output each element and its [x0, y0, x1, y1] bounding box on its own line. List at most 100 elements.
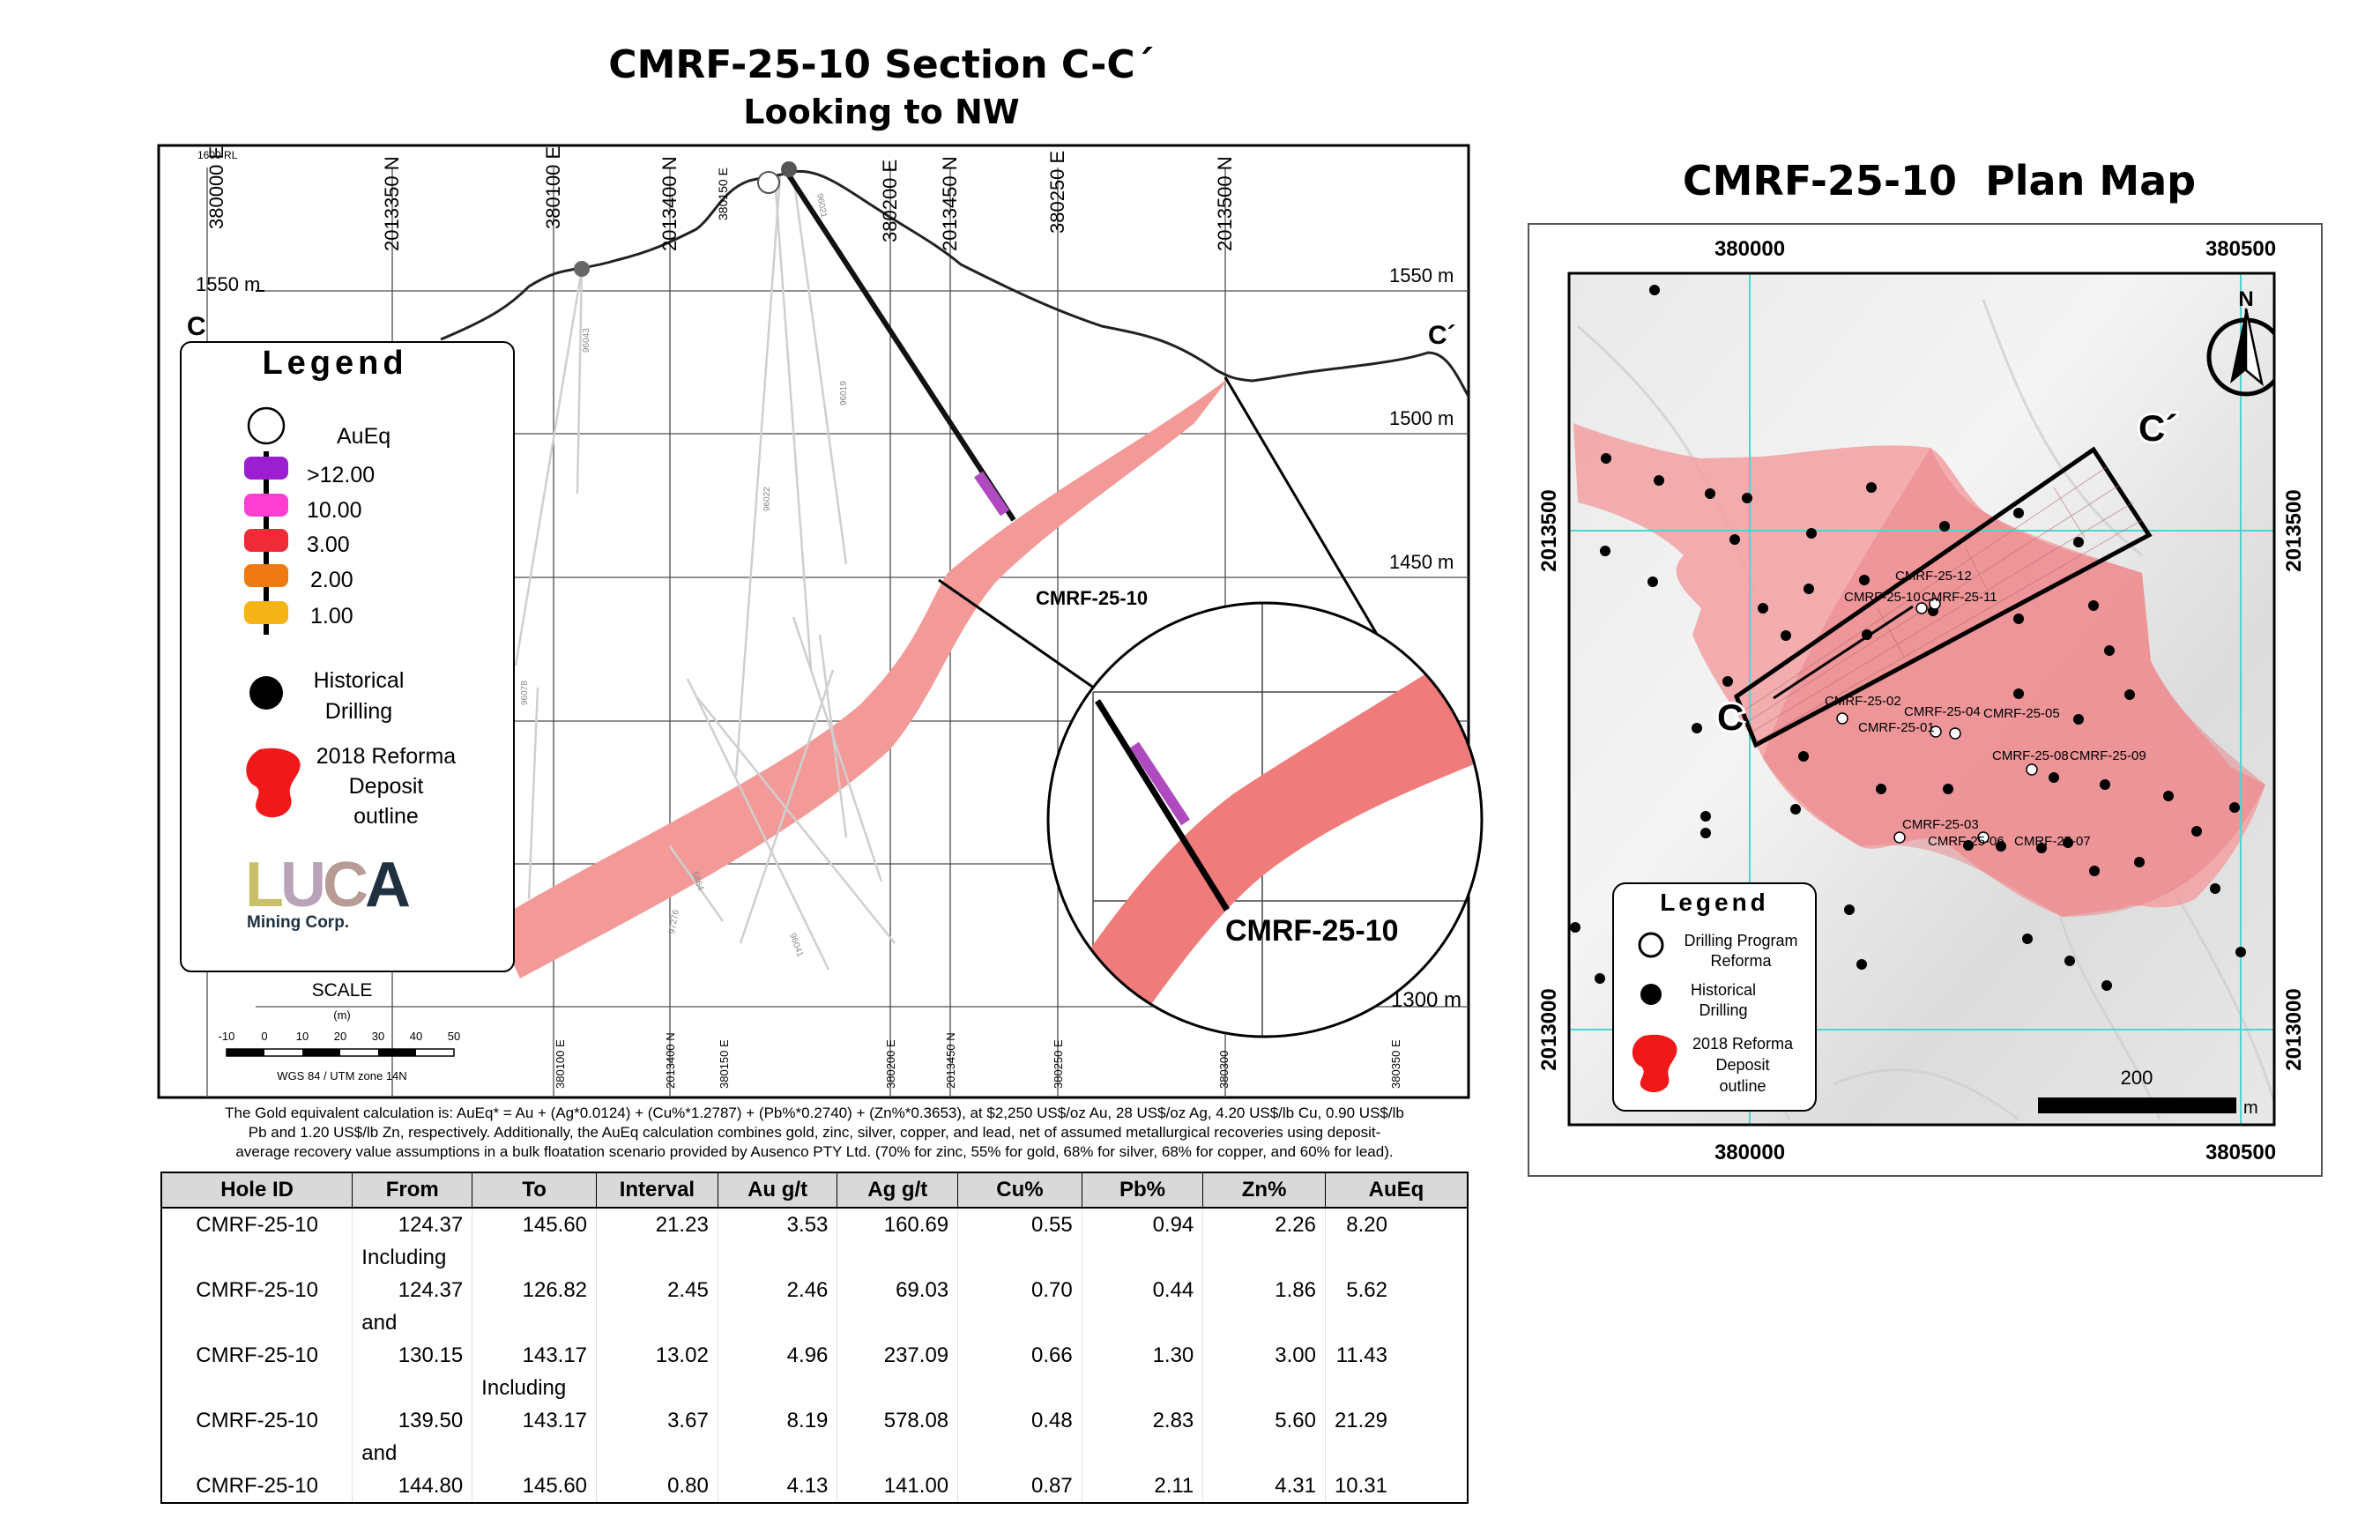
luca-logo: LUCA Mining Corp. [245, 850, 413, 932]
drill-trace-cmrf-25-10 [785, 171, 1016, 522]
top-tick-label: 2013500 N [1214, 156, 1236, 251]
table-row: CMRF-25-10 124.37 145.60 21.23 3.53 160.69 0.5… [161, 1208, 1469, 1241]
svg-text:0: 0 [261, 1030, 267, 1043]
plan-x-label: 380000 [1714, 237, 1785, 261]
svg-text:1.00: 1.00 [310, 604, 353, 629]
value-cell: 2.46 [718, 1274, 838, 1306]
collar-historical [574, 261, 590, 277]
table-row: Including [161, 1372, 1469, 1404]
value-cell: 145.60 [472, 1208, 598, 1241]
interval-label-cell: and [352, 1437, 473, 1469]
value-cell: 141.00 [837, 1469, 959, 1503]
aueq-calculation-note: The Gold equivalent calculation is: AuEq… [157, 1104, 1472, 1162]
aueq-bin-swatch [244, 564, 288, 587]
value-cell: 160.69 [837, 1208, 959, 1241]
top-tick-label: 380100 E [542, 146, 564, 229]
deposit-outline-section [494, 377, 1230, 978]
svg-text:2018 Reforma: 2018 Reforma [1692, 1035, 1794, 1053]
svg-text:Legend: Legend [1660, 889, 1769, 916]
note-line: average recovery value assumptions in a … [235, 1143, 1394, 1160]
plan-map-title: CMRF-25-10 Plan Map [1682, 157, 2197, 205]
hole-id-cell: CMRF-25-10 [161, 1469, 353, 1503]
elevation-label-right: 1550 m [1389, 264, 1454, 286]
interval-label-cell [1325, 1372, 1469, 1404]
zoom-hole-label: CMRF-25-10 [1225, 914, 1398, 948]
interval-label-cell [1082, 1241, 1204, 1274]
hole-id-cell: CMRF-25-10 [161, 1208, 353, 1241]
value-cell: 0.80 [596, 1469, 718, 1503]
value-cell: 5.62 [1325, 1274, 1469, 1306]
interval-label-cell [596, 1306, 718, 1339]
bottom-tick-label: 380250 E [1052, 1039, 1065, 1089]
plan-x-label: 380500 [2205, 237, 2276, 261]
interval-label-cell [718, 1241, 838, 1274]
bottom-tick-label: 380350 E [1389, 1039, 1402, 1089]
column-header: Zn% [1202, 1172, 1326, 1209]
svg-text:Drilling Program: Drilling Program [1684, 932, 1797, 949]
value-cell: 1.30 [1082, 1339, 1204, 1372]
interval-label-cell [837, 1241, 959, 1274]
plan-hole-label: CMRF-25-05 [1983, 706, 2060, 721]
assay-results-table: Hole ID From To Interval Au g/t Ag g/t C… [160, 1172, 1469, 1504]
svg-text:AuEq: AuEq [337, 424, 390, 449]
interval-label-cell [718, 1306, 838, 1339]
column-header: AuEq [1325, 1172, 1469, 1209]
value-cell: 0.44 [1082, 1274, 1204, 1306]
elevation-label-right: 1450 m [1389, 551, 1454, 573]
value-cell: 0.48 [957, 1404, 1082, 1437]
plan-hole-label: CMRF-25-11 [1922, 590, 1997, 605]
interval-label-cell [957, 1437, 1082, 1469]
plan-hole-label: CMRF-25-09 [2070, 748, 2146, 763]
table-row: CMRF-25-10 139.50 143.17 3.67 8.19 578.08 0.48… [161, 1404, 1469, 1437]
elevation-label-left: 1550 m [196, 273, 260, 295]
column-header: Ag g/t [837, 1172, 959, 1209]
value-cell: 2.11 [1082, 1469, 1204, 1503]
svg-text:20: 20 [334, 1030, 346, 1043]
column-header: Cu% [957, 1172, 1082, 1209]
bottom-tick-label: 380100 E [554, 1039, 567, 1089]
note-line: Pb and 1.20 US$/lb Zn, respectively. Add… [248, 1124, 1381, 1141]
plan-section-end-left: C [1717, 696, 1744, 738]
section-c-c-strip [1733, 446, 2153, 748]
interval-label-cell [957, 1306, 1082, 1339]
svg-text:30: 30 [372, 1030, 384, 1043]
interval-label-cell [1325, 1437, 1469, 1469]
historical-hole-id: 97276 [667, 909, 681, 935]
section-end-right: C´ [1428, 321, 1456, 350]
scale-crs: WGS 84 / UTM zone 14N [277, 1069, 406, 1082]
section-title: CMRF-25-10 Section C-C´ [608, 42, 1155, 87]
interval-label-cell [957, 1372, 1082, 1404]
scale-unit: (m) [333, 1008, 351, 1022]
plan-hole-label: CMRF-25-03 [1902, 817, 1979, 832]
aueq-bin-swatch [244, 457, 288, 480]
column-header: To [472, 1172, 598, 1209]
interval-label-cell [1202, 1372, 1326, 1404]
historical-hole-id: 96021 [814, 193, 829, 219]
plan-hole-label: CMRF-25-08 [1992, 748, 2069, 763]
north-arrow-icon: N [2206, 287, 2274, 397]
svg-text:LUCA: LUCA [245, 850, 410, 920]
interval-label-cell: Including [352, 1241, 473, 1274]
value-cell: 124.37 [352, 1274, 473, 1306]
svg-text:Drilling: Drilling [325, 699, 392, 724]
interval-label-cell [1325, 1306, 1469, 1339]
topography-profile [440, 169, 1469, 398]
plan-map-view: CMRF-25-12 CMRF-25-10 CMRF-25-11 CMRF-25… [1528, 223, 2323, 1177]
interval-label-cell [161, 1372, 353, 1404]
value-cell: 3.67 [596, 1404, 718, 1437]
plan-hole-label: CMRF-25-12 [1895, 569, 1972, 584]
value-cell: 237.09 [837, 1339, 959, 1372]
value-cell: 10.31 [1325, 1469, 1469, 1503]
svg-text:N: N [2238, 287, 2253, 311]
column-header: Au g/t [718, 1172, 838, 1209]
plan-y-label: 2013000 [1537, 988, 1561, 1070]
svg-text:outline: outline [1719, 1077, 1766, 1095]
value-cell: 4.96 [718, 1339, 838, 1372]
plan-hole-labels: CMRF-25-12 CMRF-25-10 CMRF-25-11 CMRF-25… [1825, 569, 2146, 849]
aueq-bins: >12.00 10.00 3.00 2.00 1.00 [244, 457, 375, 629]
top-tick-label: 380250 E [1046, 151, 1068, 234]
svg-text:m: m [2243, 1098, 2258, 1118]
interval-label-cell [596, 1372, 718, 1404]
value-cell: 144.80 [352, 1469, 473, 1503]
value-cell: 2.26 [1202, 1208, 1326, 1241]
